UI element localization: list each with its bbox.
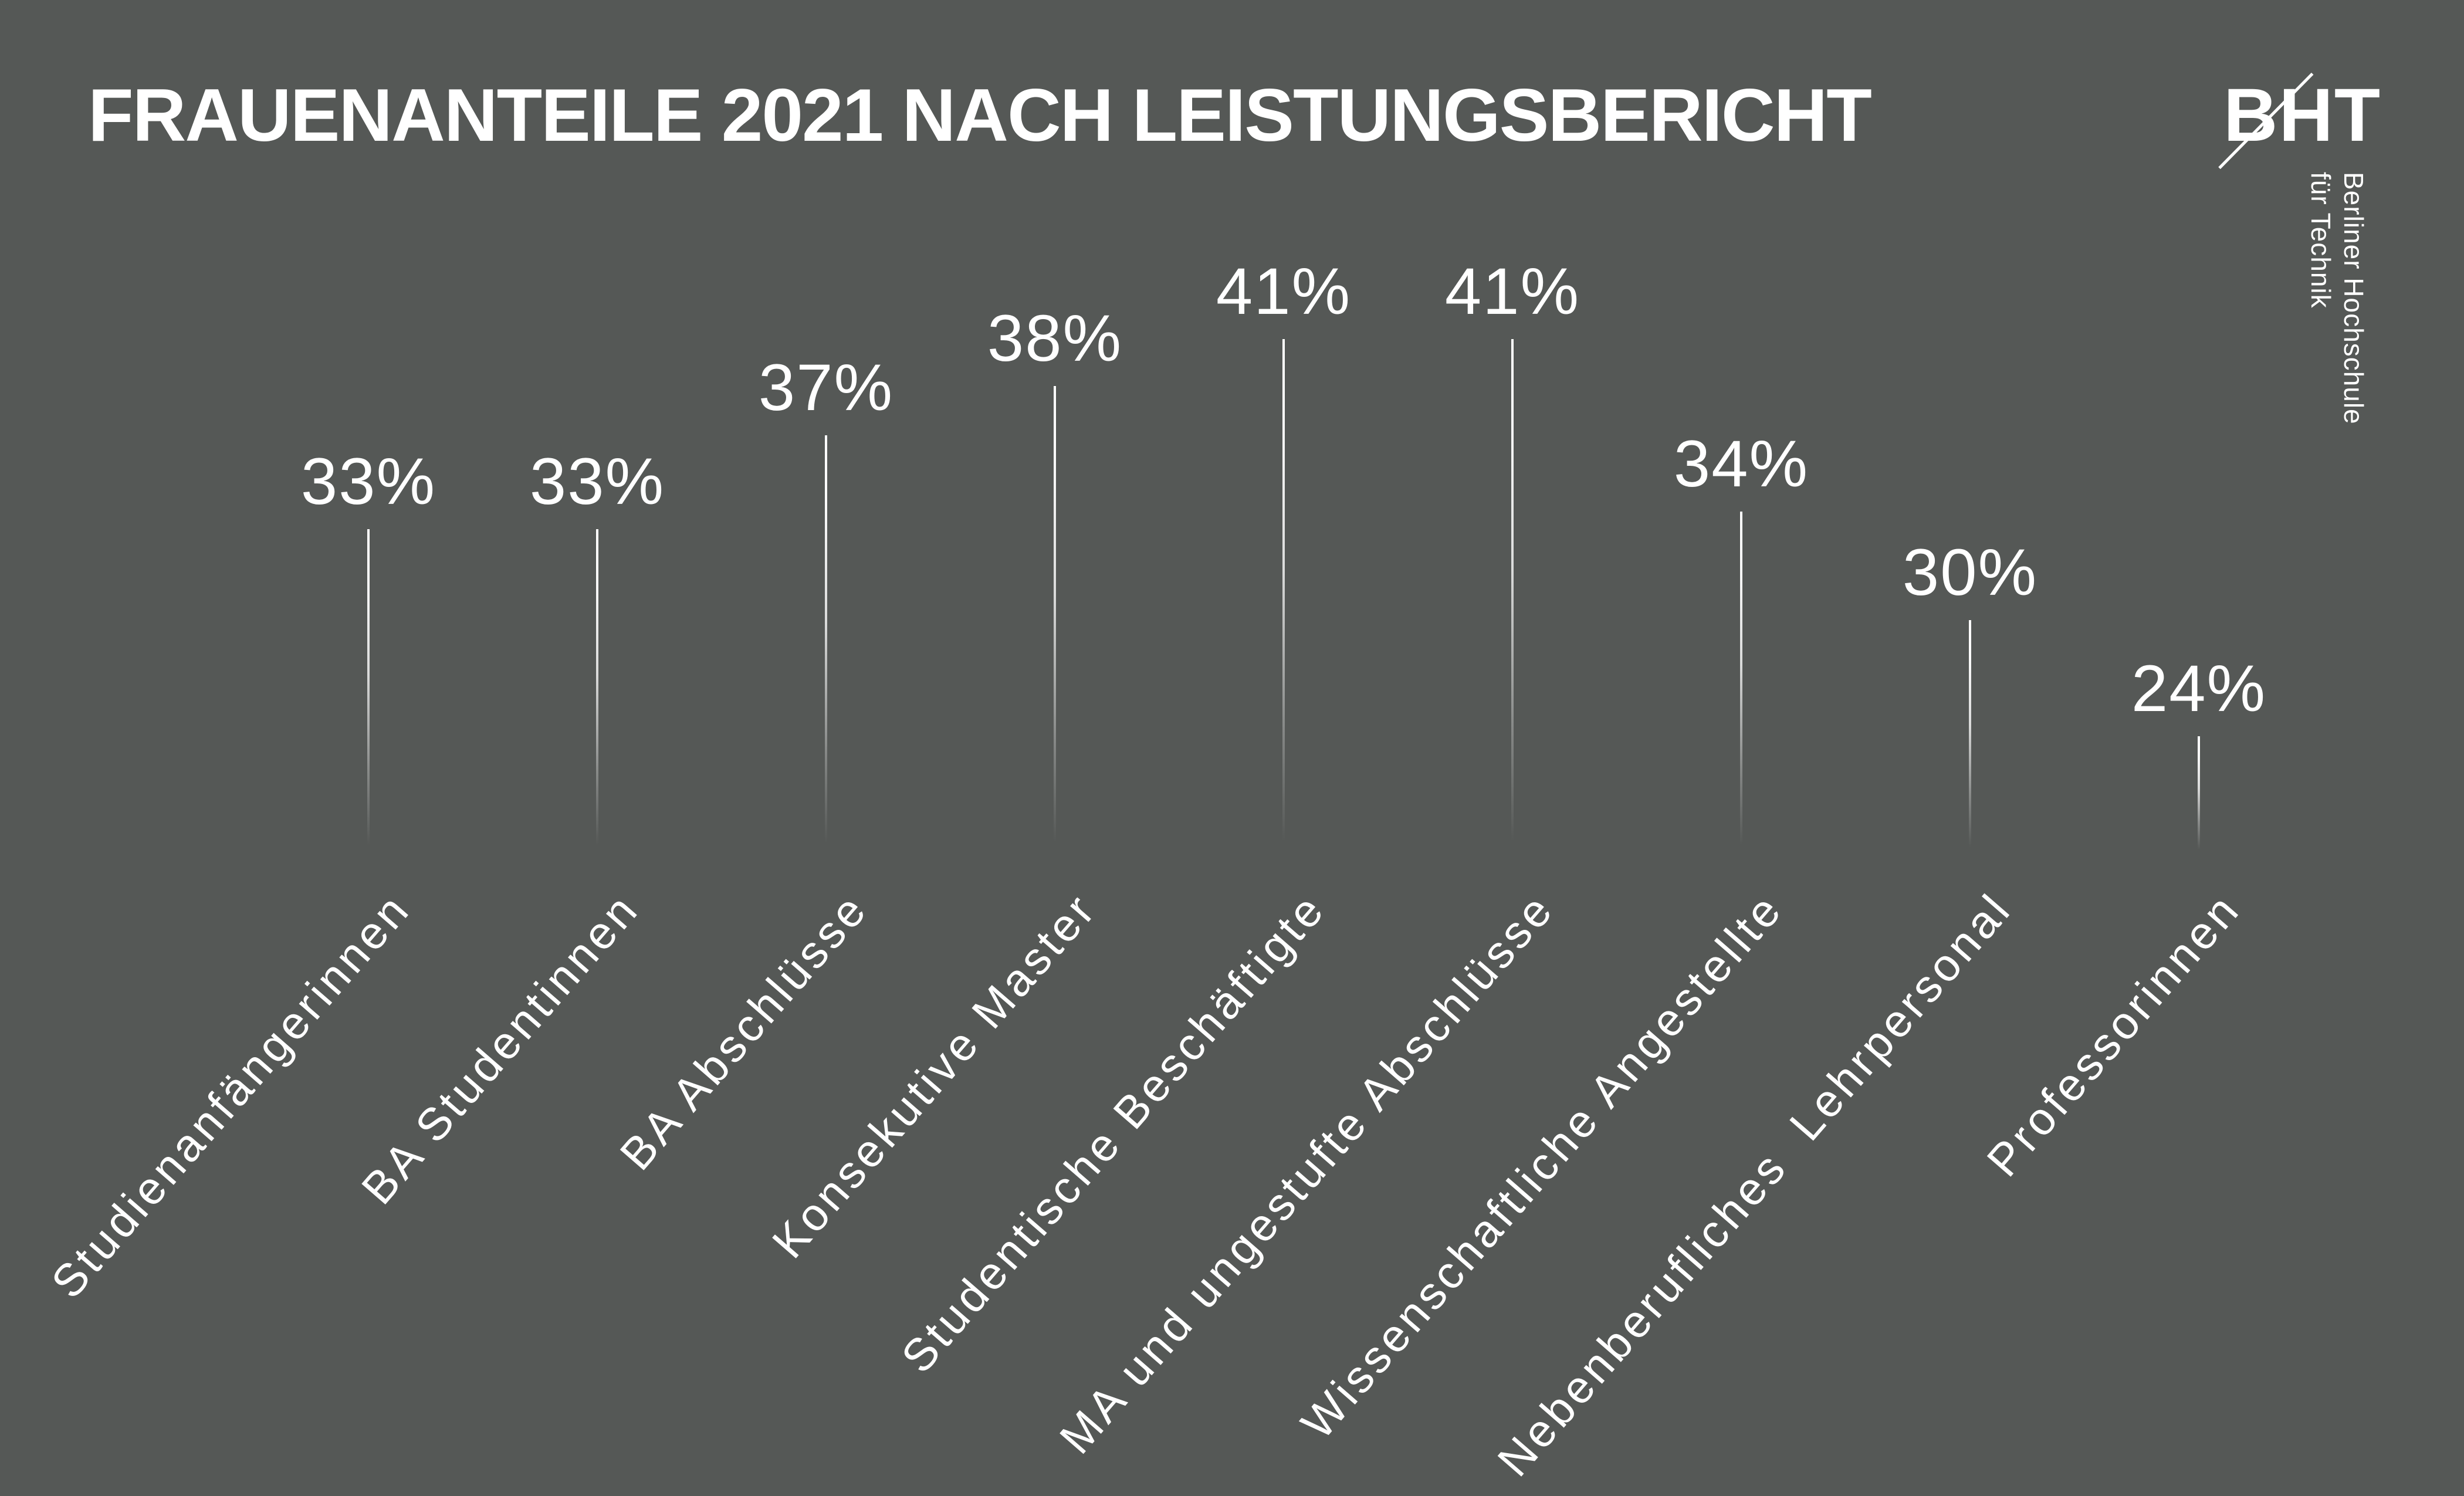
bar-line xyxy=(1740,512,1742,852)
bar-value-label: 33% xyxy=(300,445,436,518)
bar-category-label: BA Abschlüsse xyxy=(610,882,878,1180)
bar-value-label: 33% xyxy=(529,445,665,518)
bht-logo-text: BHT xyxy=(2223,73,2382,157)
bar-value-label: 24% xyxy=(2131,652,2267,725)
bar-category-label: MA und ungestufte Abschlüsse xyxy=(1050,882,1564,1464)
bar-category-label: Nebenberufliches Lehrpersonal xyxy=(1487,882,2022,1486)
bar-line xyxy=(367,529,370,852)
bar-line xyxy=(1054,386,1056,852)
bar-line xyxy=(1511,339,1514,852)
bar-category-label: Professorinnen xyxy=(1976,882,2250,1186)
bar-value-label: 38% xyxy=(987,302,1123,375)
bht-logo: BHT Berliner Hochschule für Technik xyxy=(2171,47,2464,493)
page-title: FRAUENANTEILE 2021 NACH LEISTUNGSBERICHT xyxy=(88,73,1872,157)
bar-value-label: 37% xyxy=(758,351,894,424)
bht-logo-subtitle: Berliner Hochschule für Technik xyxy=(2305,172,2369,425)
bar-category-label: Studentische Beschäftigte xyxy=(891,882,1335,1383)
bar-line xyxy=(825,435,827,852)
bar-line xyxy=(1969,620,1971,852)
bar-value-label: 30% xyxy=(1902,536,2038,609)
bar-value-label: 41% xyxy=(1444,255,1580,328)
bar-category-label: Wissenschaftliche Angestellte xyxy=(1291,882,1793,1449)
bar-value-label: 34% xyxy=(1673,427,1809,500)
bar-category-label: Studienanfängerinnen xyxy=(40,882,420,1308)
bar-line xyxy=(596,529,598,852)
bar-value-label: 41% xyxy=(1216,255,1352,328)
bar-line xyxy=(2198,736,2200,852)
bar-line xyxy=(1282,339,1285,852)
